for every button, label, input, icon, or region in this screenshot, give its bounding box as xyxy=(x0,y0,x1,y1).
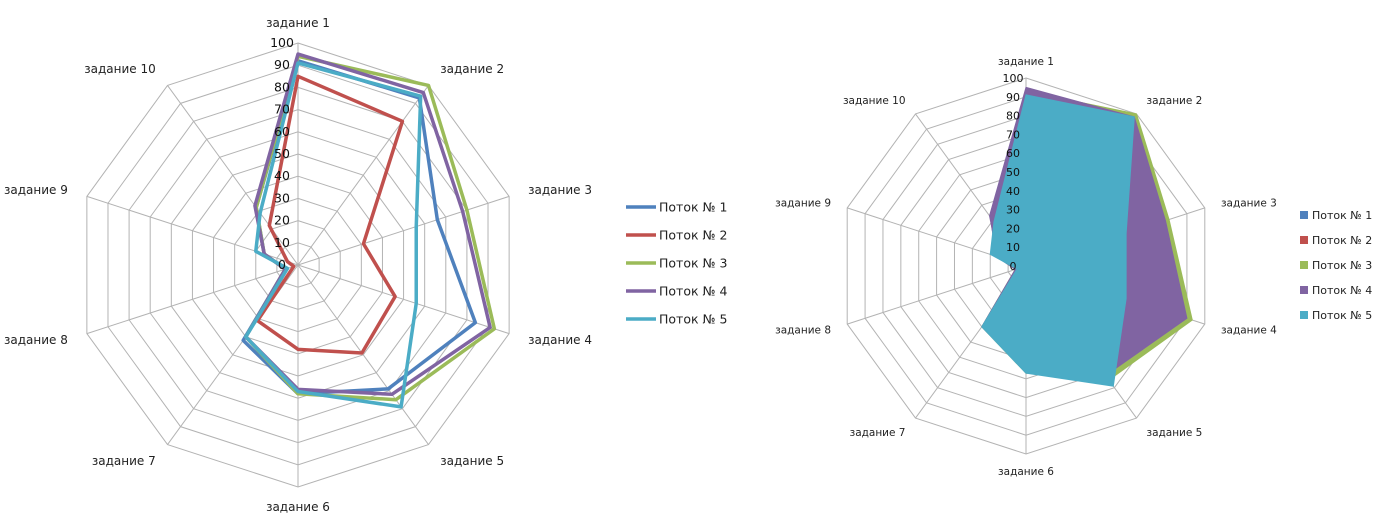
legend: Поток № 1 Поток № 2 Поток № 3 Поток № 4 Пото… xyxy=(1300,209,1372,322)
tick-label: 50 xyxy=(1006,166,1020,179)
category-label: задание 10 xyxy=(84,62,156,76)
tick-label: 60 xyxy=(274,124,290,139)
category-label: задание 8 xyxy=(775,324,831,336)
legend-label: Поток № 3 xyxy=(659,256,727,271)
tick-label: 30 xyxy=(1006,204,1020,217)
tick-label: 20 xyxy=(274,213,290,228)
tick-label: 50 xyxy=(274,146,290,161)
legend-label: Поток № 2 xyxy=(1312,234,1372,247)
category-label: задание 10 xyxy=(843,95,906,107)
grid xyxy=(86,42,510,488)
legend-marker xyxy=(1300,236,1308,244)
tick-label: 0 xyxy=(278,257,286,272)
series-group xyxy=(241,52,497,409)
category-label: задание 7 xyxy=(850,427,906,439)
tick-label: 40 xyxy=(274,168,290,183)
tick-label: 70 xyxy=(1006,128,1020,141)
category-label: задание 3 xyxy=(528,183,592,197)
tick-label: 80 xyxy=(274,79,290,94)
series-group xyxy=(981,86,1193,387)
category-label: задание 2 xyxy=(440,62,504,76)
legend-label: Поток № 5 xyxy=(1312,309,1372,322)
category-label: задание 6 xyxy=(998,466,1054,478)
category-label: задание 1 xyxy=(266,16,330,30)
axis-spoke xyxy=(86,264,299,335)
series-line-5 xyxy=(244,61,423,409)
tick-label: 40 xyxy=(1006,185,1020,198)
tick-label: 60 xyxy=(1006,147,1020,160)
tick-label: 10 xyxy=(274,235,290,250)
tick-label: 90 xyxy=(1006,91,1020,104)
tick-label: 0 xyxy=(1010,260,1017,273)
legend-label: Поток № 4 xyxy=(1312,284,1372,297)
category-label: задание 6 xyxy=(266,500,330,513)
legend-marker xyxy=(1300,311,1308,319)
legend-label: Поток № 1 xyxy=(659,200,727,215)
legend: Поток № 1 Поток № 2 Поток № 3 Поток № 4 Пото… xyxy=(626,200,727,327)
series-area-5 xyxy=(981,94,1135,387)
tick-label: 100 xyxy=(270,35,294,50)
legend-label: Поток № 1 xyxy=(1312,209,1372,222)
tick-label: 80 xyxy=(1006,110,1020,123)
radar-chart-1: 0 10 20 30 40 50 60 70 80 90 100 задание 1 задание 2… xyxy=(4,16,728,513)
category-label: задание 4 xyxy=(1221,324,1277,336)
legend-label: Поток № 3 xyxy=(1312,259,1372,272)
axis-spoke xyxy=(297,85,429,266)
category-labels: задание 1 задание 2 задание 3 задание 4 зада… xyxy=(4,16,592,513)
legend-label: Поток № 2 xyxy=(659,228,727,243)
category-label: задание 4 xyxy=(528,333,592,347)
category-label: задание 5 xyxy=(440,454,504,468)
category-label: задание 7 xyxy=(92,454,156,468)
category-label: задание 9 xyxy=(4,183,68,197)
tick-label: 30 xyxy=(274,190,290,205)
category-label: задание 9 xyxy=(775,198,831,210)
axis-spoke xyxy=(167,85,299,266)
legend-marker xyxy=(1300,211,1308,219)
tick-label: 90 xyxy=(274,57,290,72)
tick-label: 20 xyxy=(1006,222,1020,235)
category-label: задание 3 xyxy=(1221,198,1277,210)
category-label: задание 5 xyxy=(1146,427,1202,439)
legend-marker xyxy=(1300,286,1308,294)
category-label: задание 2 xyxy=(1146,95,1202,107)
axis-spoke xyxy=(297,195,510,266)
category-labels: задание 1 задание 2 задание 3 задание 4 зада… xyxy=(775,56,1277,478)
tick-labels: 0 10 20 30 40 50 60 70 80 90 100 xyxy=(270,35,294,272)
legend-marker xyxy=(1300,261,1308,269)
legend-label: Поток № 4 xyxy=(659,284,727,299)
legend-label: Поток № 5 xyxy=(659,312,727,327)
category-label: задание 1 xyxy=(998,56,1054,68)
radar-chart-2: 0 10 20 30 40 50 60 70 80 90 100 задание 1 задание 2… xyxy=(775,56,1372,478)
series-line-2 xyxy=(255,74,405,355)
tick-label: 10 xyxy=(1006,241,1020,254)
axis-spoke xyxy=(297,264,429,445)
category-label: задание 8 xyxy=(4,333,68,347)
tick-label: 100 xyxy=(1003,72,1024,85)
tick-label: 70 xyxy=(274,102,290,117)
tick-labels: 0 10 20 30 40 50 60 70 80 90 100 xyxy=(1003,72,1024,273)
axis-spoke xyxy=(847,265,1027,325)
